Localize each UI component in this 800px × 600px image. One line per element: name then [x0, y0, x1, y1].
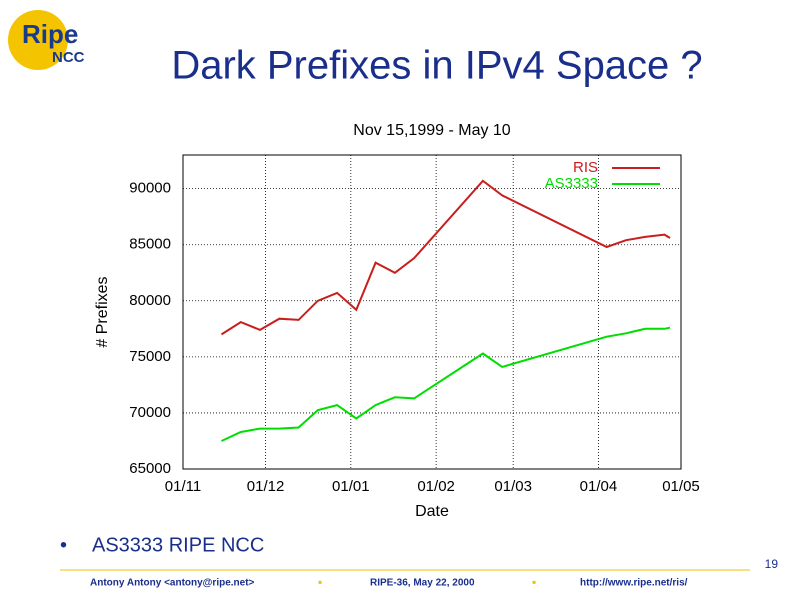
x-tick-label: 01/01: [332, 478, 370, 495]
footer-dot: ▪: [532, 575, 536, 589]
footer-dot: ▪: [318, 575, 322, 589]
y-tick-label: 75000: [129, 348, 171, 365]
x-axis-label: Date: [415, 503, 449, 520]
footer-event: RIPE-36, May 22, 2000: [370, 578, 475, 589]
bullet-marker: •: [60, 534, 67, 556]
bullet-text: AS3333 RIPE NCC: [92, 534, 264, 556]
legend-label: AS3333: [545, 175, 598, 192]
series-line: [220, 179, 671, 336]
x-tick-label: 01/11: [165, 478, 201, 495]
plot-frame: [182, 154, 682, 470]
y-tick-label: 85000: [129, 236, 171, 253]
footer-author: Antony Antony <antony@ripe.net>: [90, 578, 255, 589]
y-tick-label: 90000: [129, 180, 171, 197]
y-tick-label: 70000: [129, 404, 171, 421]
logo-text: Ripe: [22, 19, 78, 49]
legend-label: RIS: [573, 159, 598, 176]
logo-subtext: NCC: [52, 49, 85, 66]
page-number: 19: [765, 557, 779, 571]
logo-globe: [8, 10, 68, 70]
y-tick-label: 80000: [129, 292, 171, 309]
x-tick-label: 01/03: [494, 478, 532, 495]
x-tick-label: 01/02: [417, 478, 455, 495]
y-axis-label: # Prefixes: [94, 276, 111, 347]
x-tick-label: 01/04: [580, 478, 618, 495]
x-tick-label: 01/05: [662, 478, 700, 495]
series-line: [221, 326, 671, 442]
y-tick-label: 65000: [129, 460, 171, 477]
chart-title: Nov 15,1999 - May 10: [353, 122, 511, 139]
x-tick-label: 01/12: [247, 478, 285, 495]
footer-url: http://www.ripe.net/ris/: [580, 578, 688, 589]
slide-heading: Dark Prefixes in IPv4 Space ?: [171, 44, 702, 88]
